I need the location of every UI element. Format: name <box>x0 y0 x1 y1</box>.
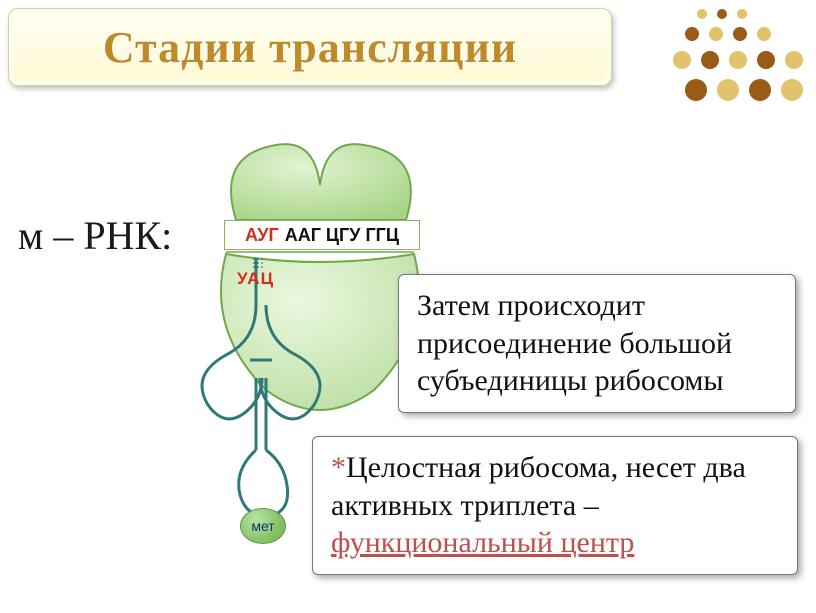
large-subunit <box>231 144 411 220</box>
title-text: Стадии трансляции <box>103 22 517 73</box>
dot-logo <box>632 2 812 127</box>
title-banner: Стадии трансляции <box>8 8 612 86</box>
textbox1-content: Затем происходит присоединение большой с… <box>417 289 732 397</box>
anticodon-label: УАЦ <box>237 269 274 289</box>
codons-rest: ААГ ЦГУ ГГЦ <box>285 225 399 246</box>
dot-logo-svg <box>632 2 812 122</box>
textbox-large-subunit: Затем происходит присоединение большой с… <box>398 274 796 413</box>
met-amino-acid: мет <box>240 508 286 544</box>
textbox2-underline: функциональный центр <box>331 526 634 559</box>
start-codon: АУГ <box>245 225 279 246</box>
textbox-functional-center: *Целостная рибосома, несет два активных … <box>312 436 798 575</box>
codon-box: АУГ ААГ ЦГУ ГГЦ <box>224 220 420 250</box>
mrna-label: м – РНК: <box>18 212 172 259</box>
asterisk: * <box>331 451 346 484</box>
textbox2-main: Целостная рибосома, несет два активных т… <box>331 451 746 522</box>
met-label: мет <box>251 518 274 534</box>
